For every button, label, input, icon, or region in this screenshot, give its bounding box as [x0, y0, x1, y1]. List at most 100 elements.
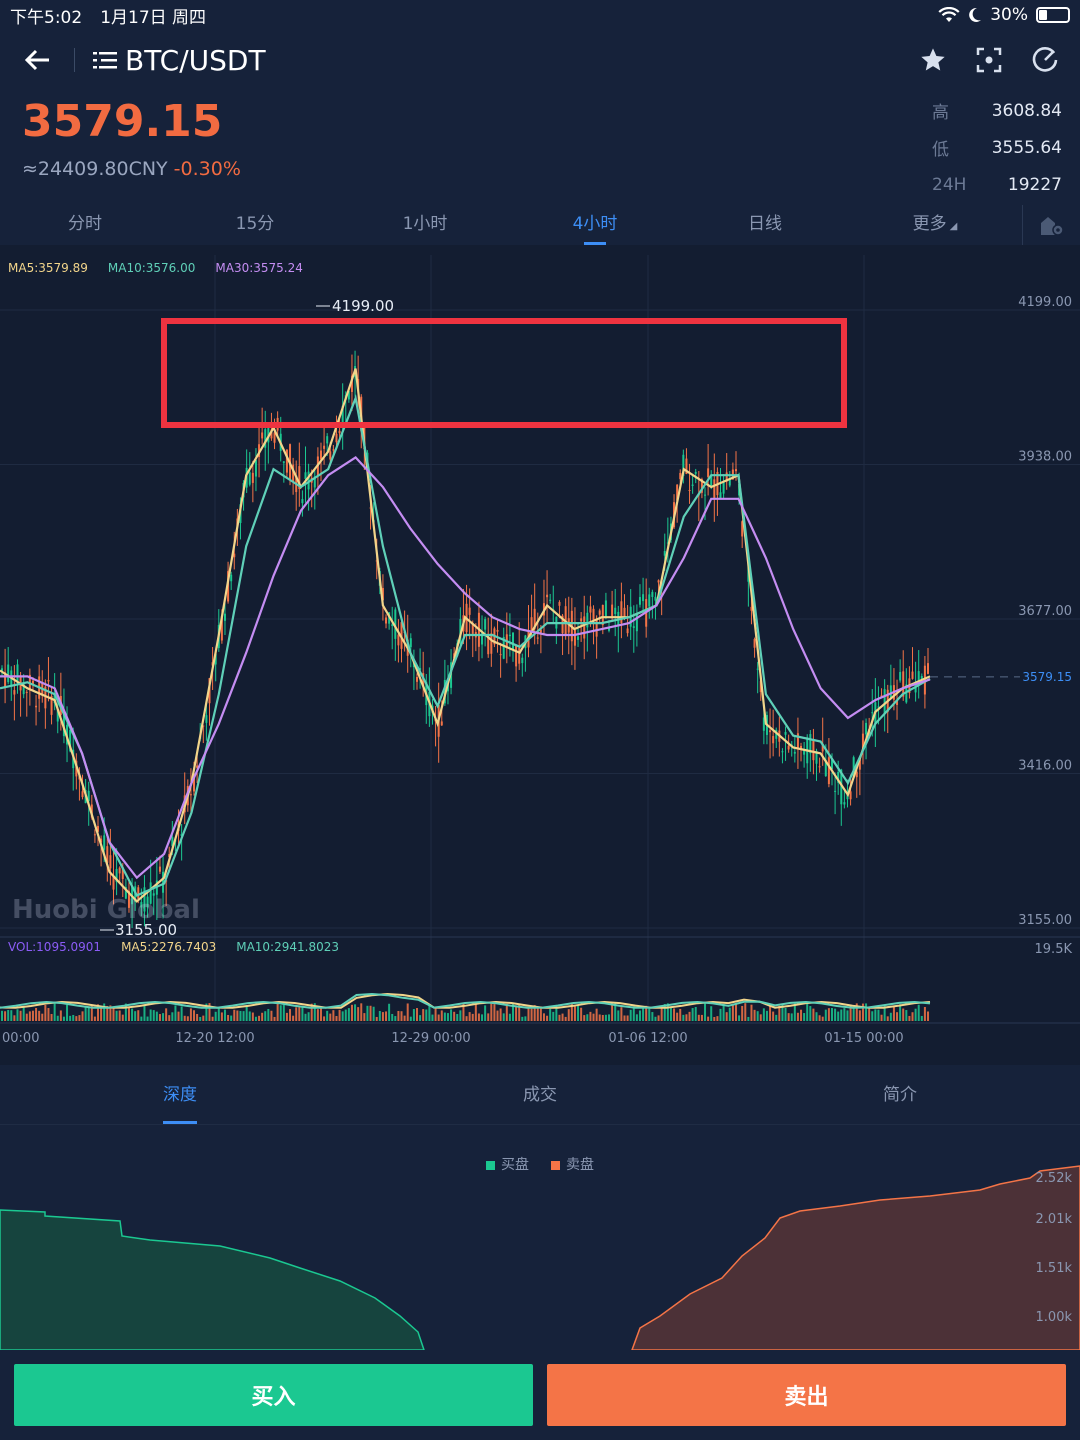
candle-body: [654, 596, 657, 601]
candle-body: [734, 469, 737, 472]
volume-bar: [425, 1009, 428, 1021]
tab-depth[interactable]: 深度: [0, 1065, 360, 1124]
candle-body: [273, 432, 276, 443]
x-tick-label: 12-20 12:00: [175, 1031, 254, 1046]
back-button[interactable]: [0, 30, 74, 90]
candle-body: [180, 834, 183, 836]
stat-volume: 24H 19227: [932, 166, 1062, 203]
volume-bar: [917, 1004, 920, 1021]
vol-ma-line: [0, 992, 931, 1009]
volume-bar: [152, 1010, 155, 1021]
volume-bar: [254, 1016, 257, 1021]
candle-body: [326, 436, 329, 444]
stat-volume-label: 24H: [932, 174, 967, 195]
status-time: 下午5:02: [10, 7, 83, 28]
volume-bar: [375, 1016, 378, 1021]
volume-bar: [124, 1003, 127, 1021]
chart-settings-button[interactable]: [1022, 205, 1080, 245]
volume-bar: [406, 1003, 409, 1021]
candle-body: [521, 657, 524, 664]
depth-bids-area: [0, 1209, 425, 1350]
volume-bar: [394, 1016, 397, 1021]
volume-bar: [722, 1003, 725, 1021]
candle-body: [707, 468, 710, 477]
tab-trades[interactable]: 成交: [523, 1085, 557, 1105]
candle-body: [332, 449, 335, 451]
volume-bar: [59, 1010, 62, 1021]
volume-bar: [456, 1014, 459, 1021]
volume-bar: [542, 1013, 545, 1021]
vol-legend-value: VOL:1095.0901: [8, 940, 102, 954]
tab-1h[interactable]: 1小时: [402, 214, 448, 234]
candle-body: [335, 433, 338, 443]
header: BTC/USDT: [0, 30, 1080, 90]
candle-body: [642, 594, 645, 602]
candle-body: [121, 867, 124, 879]
candle-body: [685, 458, 688, 474]
candle-body: [13, 690, 16, 695]
stat-high-label: 高: [932, 103, 949, 123]
volume-bar: [313, 1003, 316, 1021]
volume-bar: [710, 1006, 713, 1021]
y-tick-label: 4199.00: [1018, 295, 1072, 310]
volume-bar: [186, 1016, 189, 1021]
candle-body: [830, 758, 833, 770]
candle-body: [546, 594, 549, 598]
volume-bar: [716, 1016, 719, 1021]
refresh-button[interactable]: [1030, 45, 1060, 75]
volume-bar: [484, 1005, 487, 1021]
volume-bar: [787, 1013, 790, 1021]
volume-bar: [663, 1004, 666, 1021]
candle-body: [171, 837, 174, 847]
tab-more[interactable]: 更多 ◢: [850, 205, 1020, 245]
candle-body: [97, 826, 100, 832]
candle-body: [152, 893, 155, 896]
tab-15m[interactable]: 15分: [235, 214, 275, 234]
volume-bar: [25, 1013, 28, 1021]
volume-bar: [431, 1014, 434, 1021]
vol-ma10-legend: MA10:2941.8023: [236, 940, 339, 954]
pair-selector[interactable]: BTC/USDT: [93, 44, 266, 77]
candle-body: [927, 663, 929, 674]
cny-value: ≈24409.80CNY: [22, 158, 168, 180]
candle-body: [843, 802, 846, 805]
volume-bar: [632, 1007, 635, 1021]
volume-bar: [87, 1006, 90, 1021]
volume-bar: [852, 1006, 855, 1021]
candle-body: [561, 615, 564, 634]
candle-body: [626, 628, 629, 634]
tab-4h[interactable]: 4小时: [510, 205, 680, 245]
favorite-button[interactable]: [918, 45, 948, 75]
candle-body: [112, 876, 115, 890]
tab-timeshare[interactable]: 分时: [68, 214, 102, 234]
volume-bar: [301, 1006, 304, 1021]
depth-y-tick: 2.52k: [1036, 1171, 1073, 1186]
volume-bar: [784, 1007, 787, 1021]
list-icon: [93, 52, 117, 69]
candle-body: [47, 679, 50, 682]
candle-body: [285, 449, 288, 473]
candle-body: [124, 887, 127, 899]
kline-chart[interactable]: 3579.15 4199.00 3938.00 3677.00 3416.00 3155.…: [0, 245, 1080, 1065]
tab-daily[interactable]: 日线: [748, 214, 782, 234]
candle-body: [214, 653, 217, 665]
volume-bar: [338, 1009, 341, 1021]
volume-bar: [360, 1003, 363, 1021]
volume-bar: [920, 1015, 923, 1021]
sell-button[interactable]: 卖出: [547, 1364, 1066, 1426]
candle-body: [601, 605, 604, 626]
volume-bar: [815, 1012, 818, 1021]
buy-button[interactable]: 买入: [14, 1364, 533, 1426]
volume-bar: [651, 1012, 654, 1021]
volume-bar: [827, 1008, 830, 1021]
candle-body: [264, 429, 267, 448]
volume-bar: [775, 1014, 778, 1021]
volume-bar: [335, 1016, 338, 1021]
volume-bar: [273, 1016, 276, 1021]
ask-label: 卖盘: [566, 1157, 594, 1173]
x-tick-label: 01-15 00:00: [824, 1031, 903, 1046]
candle-body: [301, 499, 304, 504]
fullscreen-button[interactable]: [974, 45, 1004, 75]
volume-bar: [134, 1011, 137, 1021]
tab-intro[interactable]: 简介: [883, 1085, 917, 1105]
